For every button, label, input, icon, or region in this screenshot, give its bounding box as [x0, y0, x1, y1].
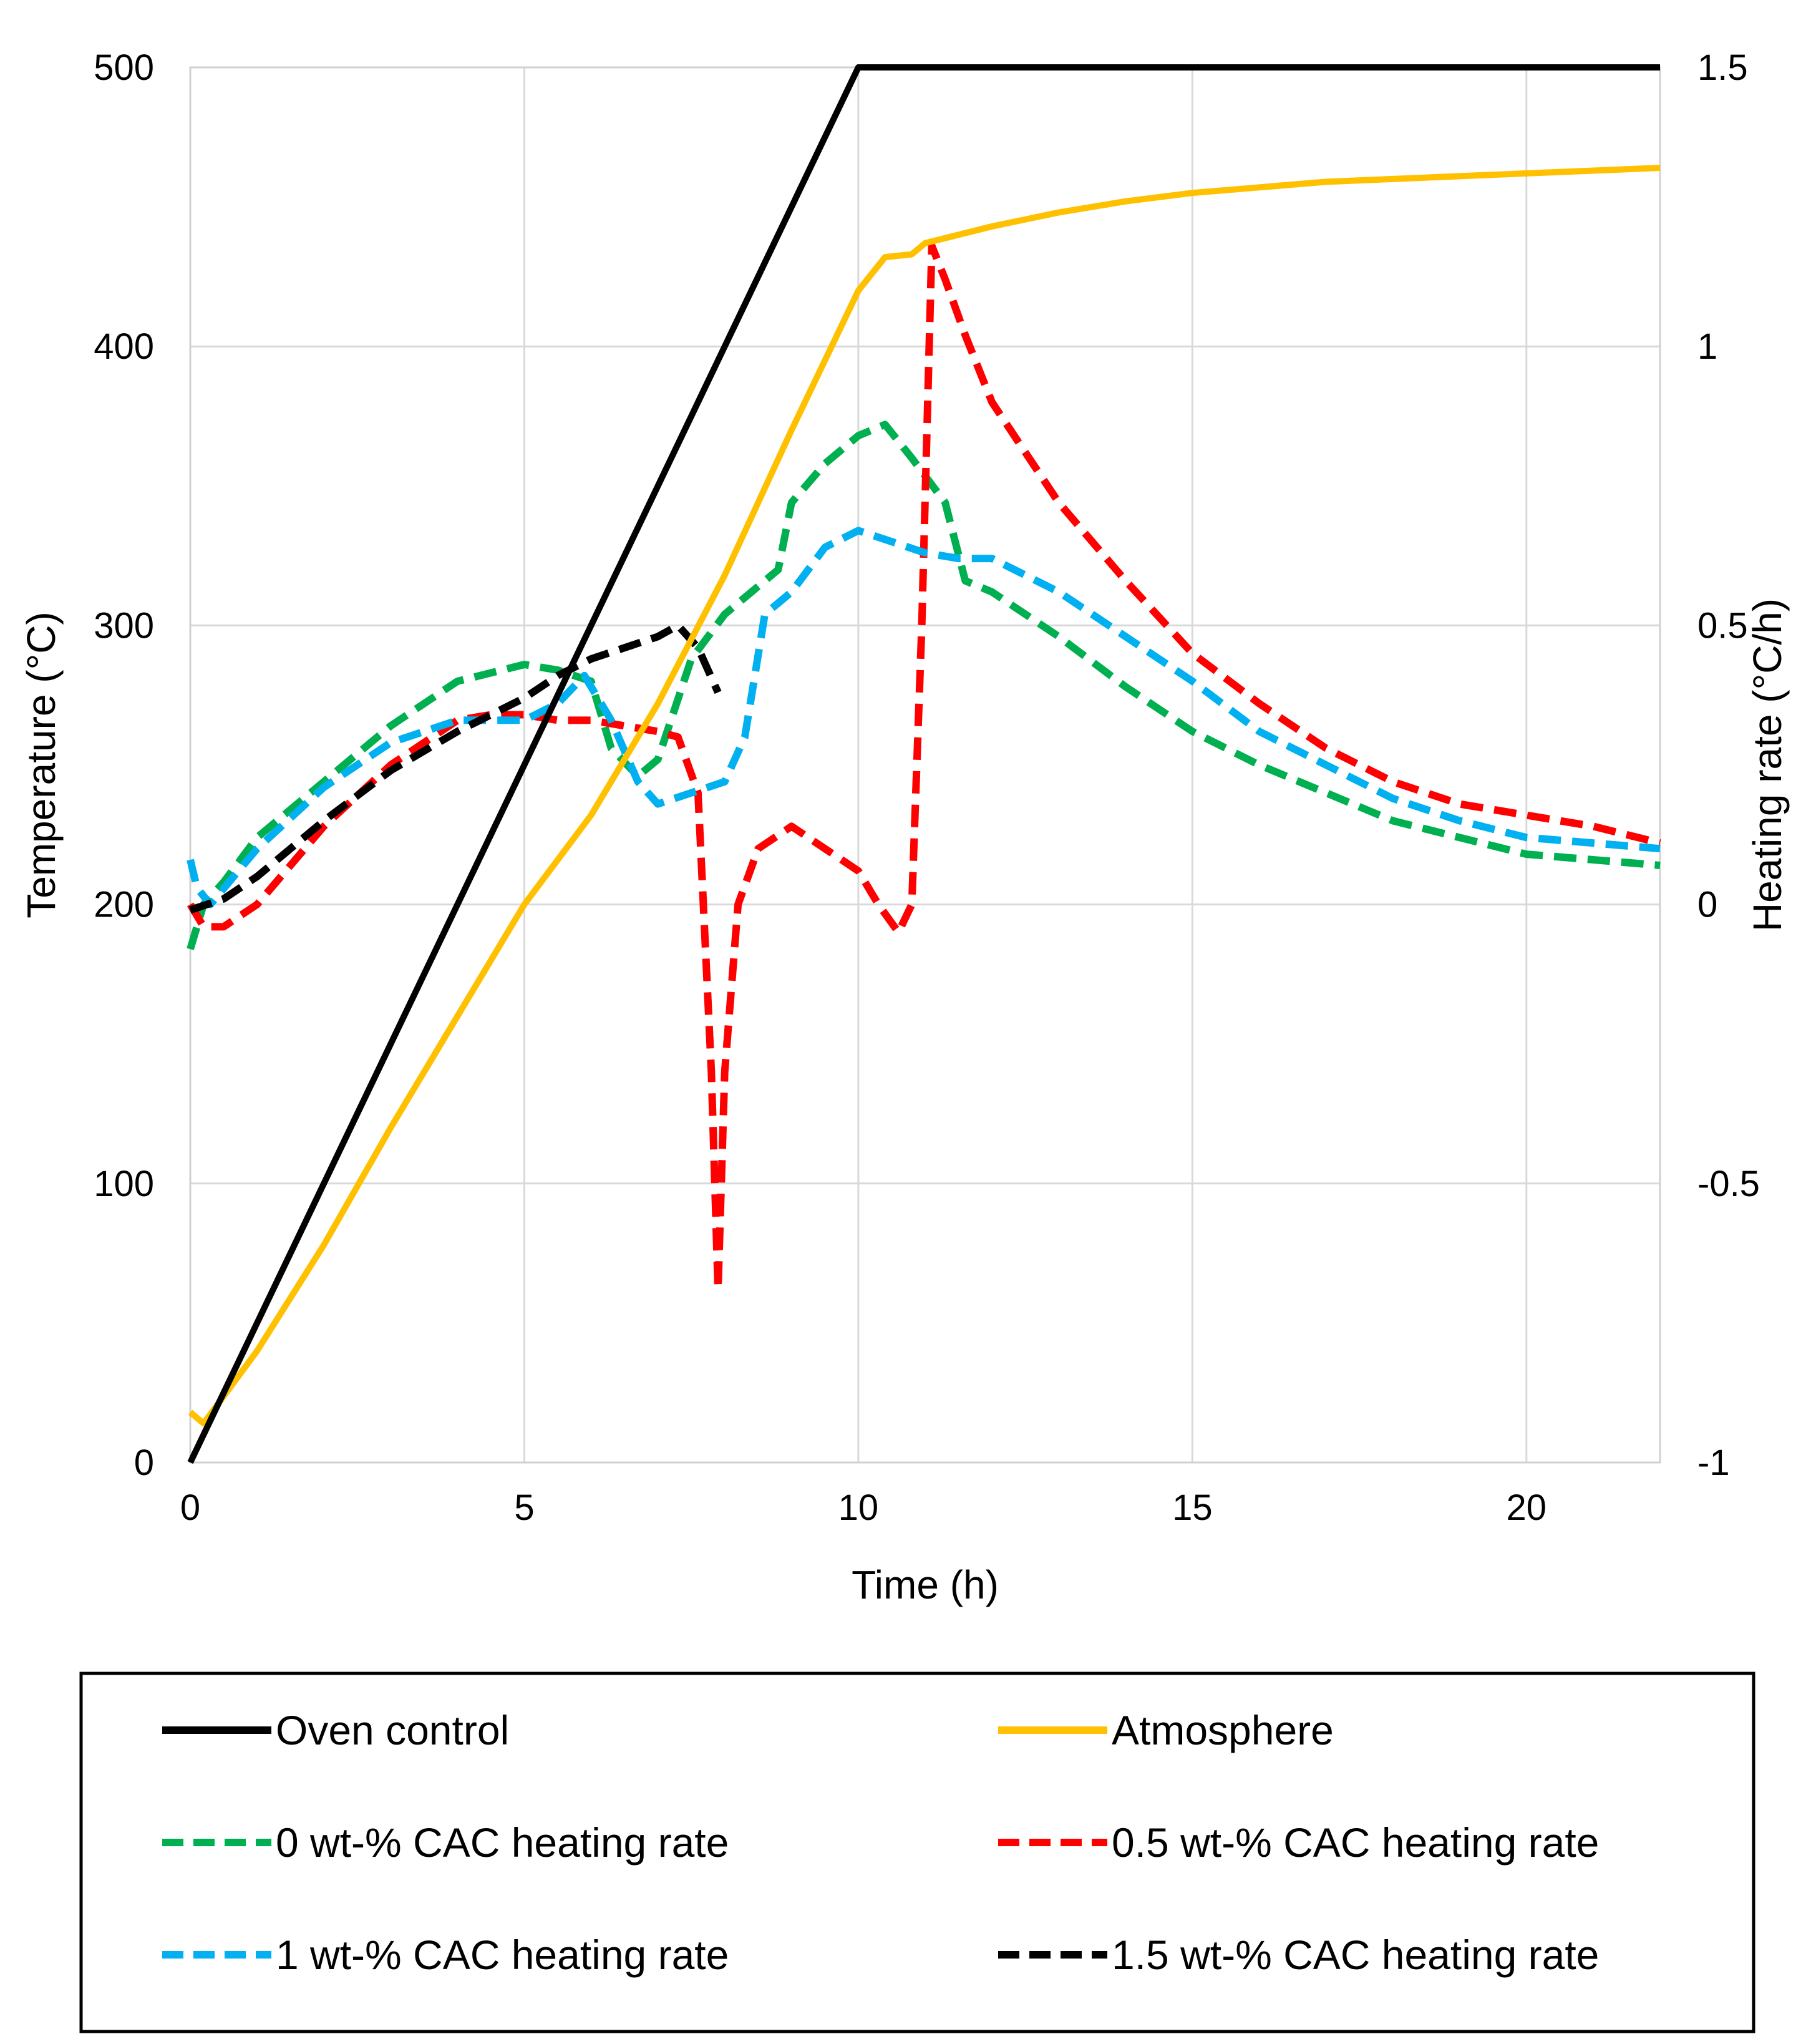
y2-tick-label: 1: [1697, 326, 1717, 367]
y-tick-label: 0: [134, 1443, 154, 1483]
y2-tick-label: 0: [1697, 885, 1717, 925]
legend-label-2: 0 wt-% CAC heating rate: [276, 1819, 729, 1866]
series-line-1: [188, 165, 1661, 1427]
y-tick-label: 500: [94, 47, 154, 88]
y-tick-label: 100: [94, 1164, 154, 1204]
x-tick-label: 20: [1507, 1487, 1547, 1528]
legend-box: [79, 1672, 1755, 2033]
series-line-2: [187, 421, 1661, 950]
y-tick-label: 300: [94, 605, 154, 646]
legend-label-0: Oven control: [276, 1707, 509, 1753]
series-line-4: [187, 527, 1661, 908]
series-line-0: [187, 64, 1660, 1464]
legend-label-3: 0.5 wt-% CAC heating rate: [1112, 1819, 1599, 1866]
y2-tick-label: -1: [1697, 1443, 1730, 1483]
legend-label-5: 1.5 wt-% CAC heating rate: [1112, 1932, 1599, 1978]
y-tick-label: 200: [94, 885, 154, 925]
legend-label-4: 1 wt-% CAC heating rate: [276, 1932, 729, 1978]
y-tick-label: 400: [94, 326, 154, 367]
y2-tick-label: 1.5: [1697, 47, 1748, 88]
x-tick-label: 15: [1172, 1487, 1213, 1528]
series-line-5: [189, 621, 722, 914]
x-tick-label: 10: [838, 1487, 879, 1528]
x-tick-label: 5: [514, 1487, 534, 1528]
legend: Oven control Atmosphere 0 wt-% CAC heating…: [162, 1707, 1599, 1978]
y2-tick-label: -0.5: [1697, 1164, 1760, 1204]
x-tick-label: 0: [180, 1487, 200, 1528]
y2-tick-label: 0.5: [1697, 605, 1748, 646]
y2-axis-title: Heating rate (°C/h): [1745, 598, 1790, 932]
y-axis-title: Temperature (°C): [19, 611, 64, 918]
x-axis-title: Time (h): [852, 1562, 999, 1607]
legend-label-1: Atmosphere: [1112, 1707, 1334, 1753]
series-lines: [187, 64, 1661, 1464]
